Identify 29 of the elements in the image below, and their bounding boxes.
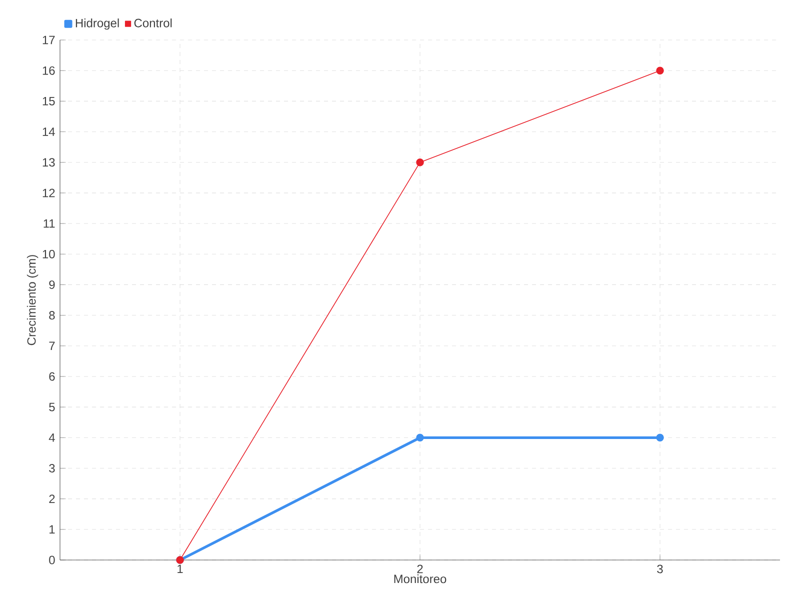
y-tick-label: 7 [49,342,55,350]
point [656,66,664,74]
y-tick-label: 15 [42,96,55,106]
y-axis-title: Crecimiento (cm) [26,255,38,346]
y-tick-label: 16 [42,66,55,75]
y-tick-label: 11 [44,219,55,228]
x-tick-label: 1 [178,564,183,573]
legend-label: Hidrogel [76,18,119,30]
legend-label: Control [134,18,172,28]
y-tick-label: 17 [42,36,55,44]
point [416,158,424,166]
y-tick-label: 6 [49,372,55,381]
y-tick-label: 9 [49,280,55,289]
y-tick-label: 4 [48,434,55,442]
y-tick-label: 5 [49,402,55,412]
y-tick-label: 13 [42,158,55,167]
x-axis-title: Monitoreo [394,574,446,584]
x-tick-label: 2 [417,564,423,574]
y-tick-label: 10 [42,250,55,258]
y-tick-label: 0 [49,556,55,564]
x-tick-label: 3 [657,564,663,574]
y-tick-label: 3 [49,464,55,472]
y-tick-label: 2 [49,494,55,504]
y-tick-label: 14 [42,128,55,136]
y-tick-label: 12 [42,188,55,198]
y-tick-label: 8 [49,311,55,320]
point [656,434,664,442]
y-tick-label: 1 [50,525,55,534]
point [416,434,424,442]
